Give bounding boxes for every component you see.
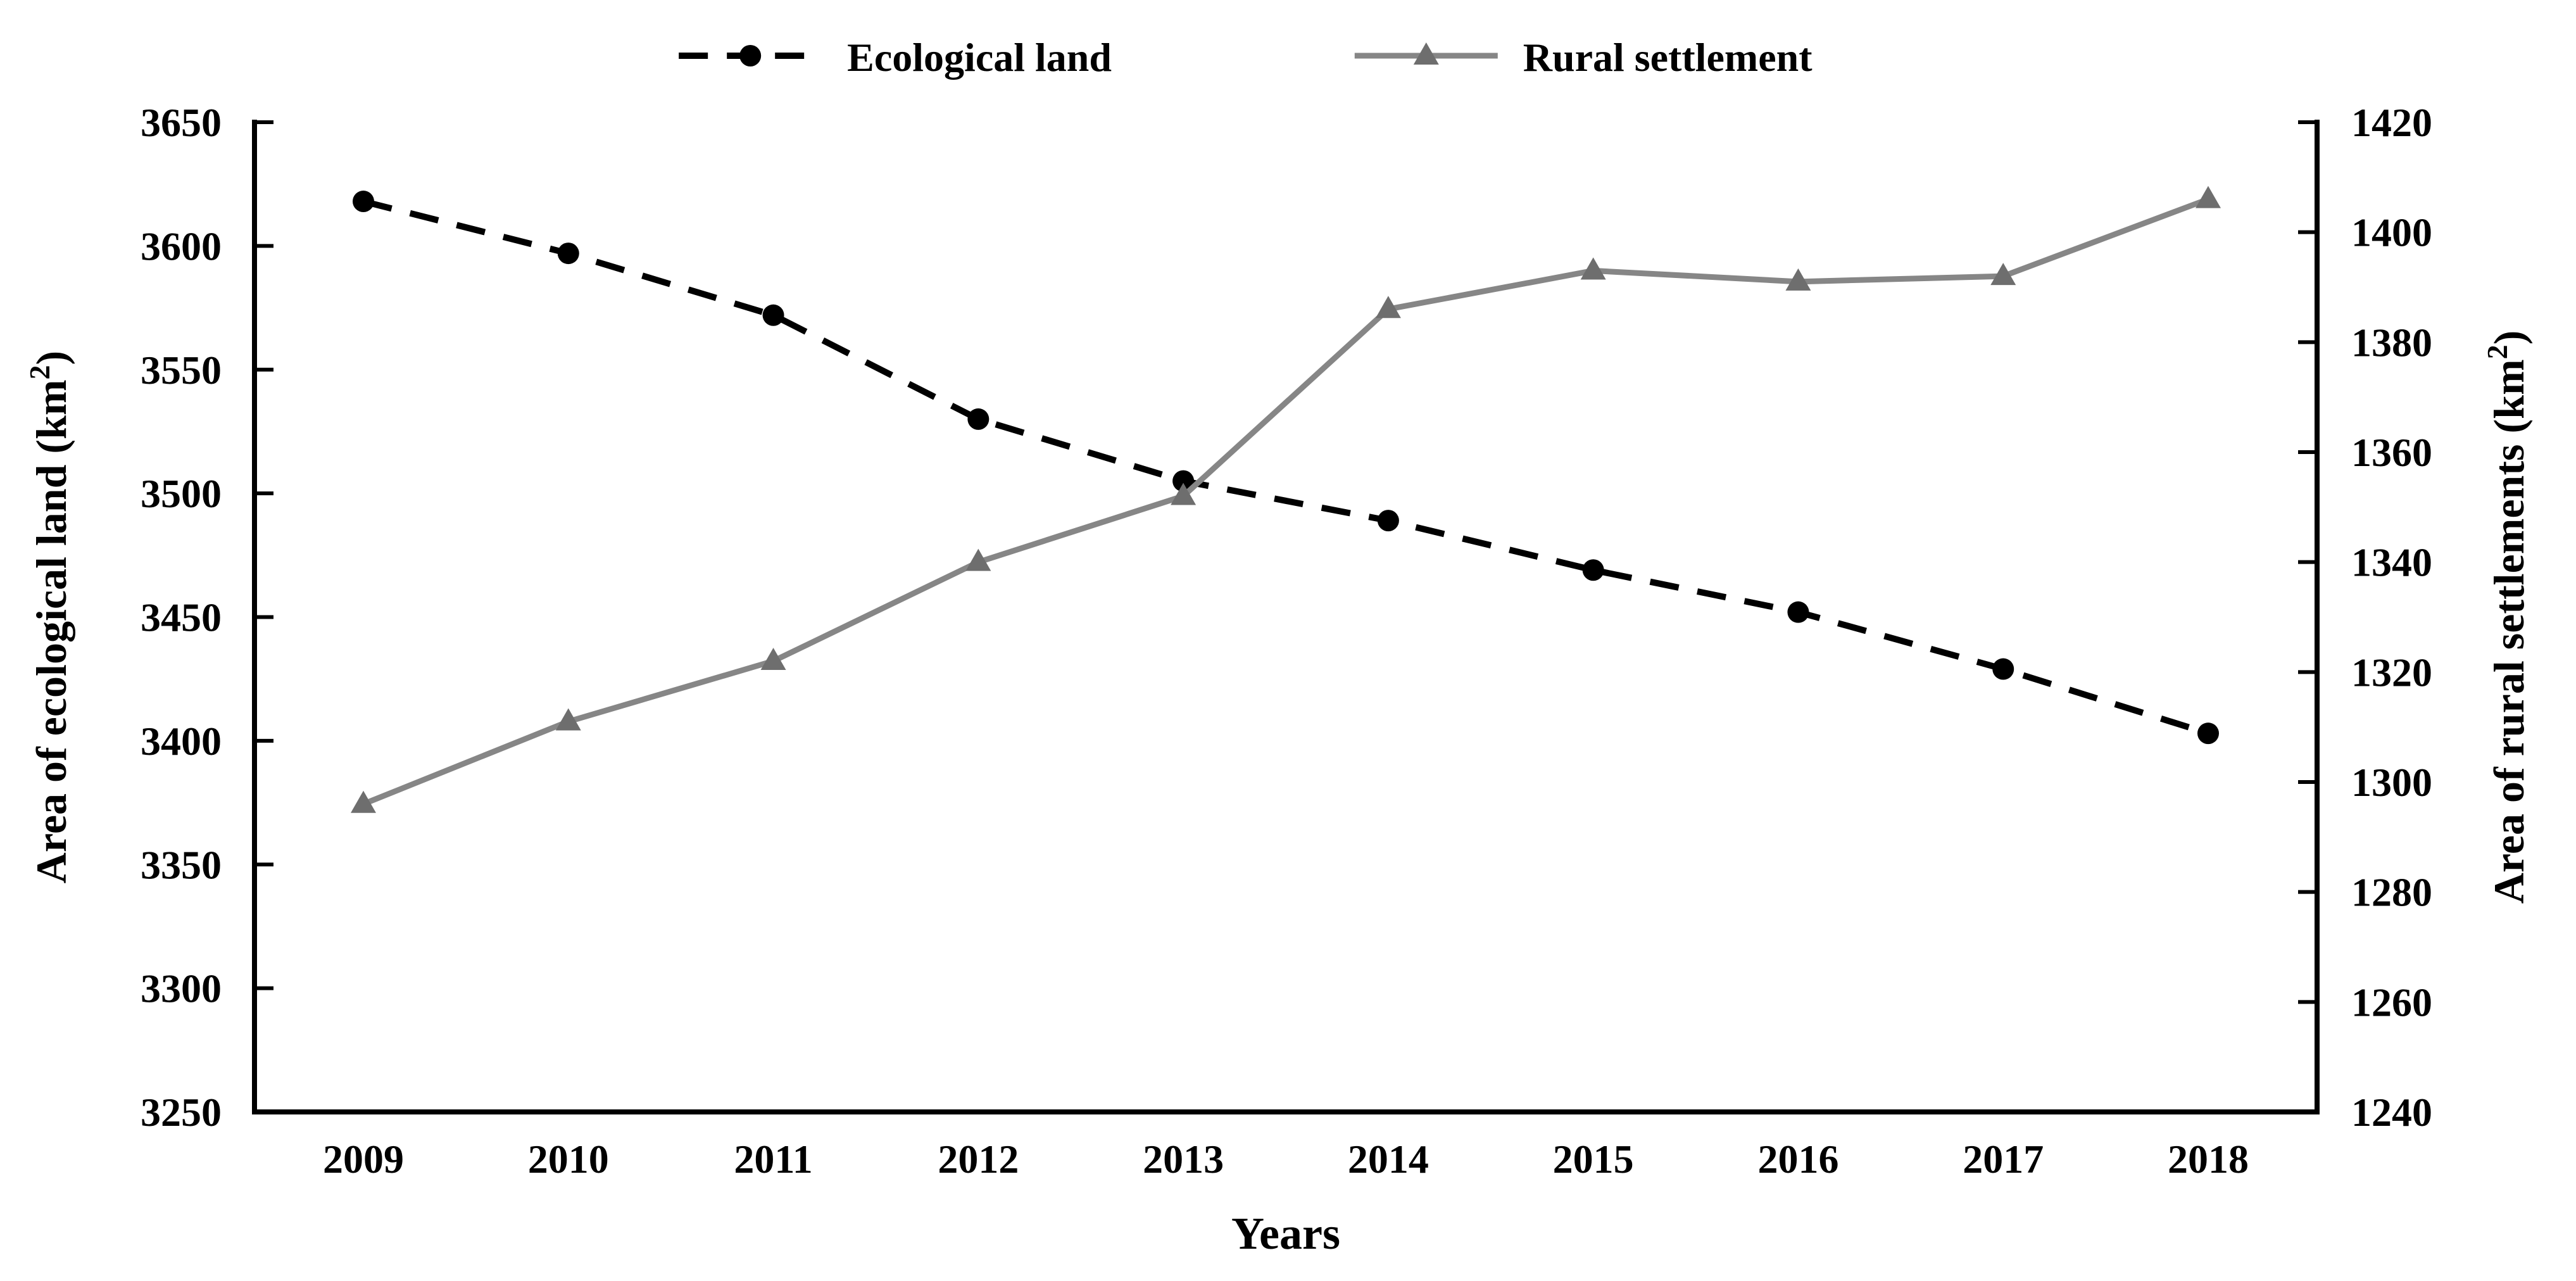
year-label: 2010	[528, 1137, 609, 1182]
right-axis-tick-label: 1400	[2351, 210, 2432, 255]
year-label: 2015	[1553, 1137, 1634, 1182]
left-axis-tick-label: 3300	[141, 966, 222, 1011]
data-point-marker	[1171, 483, 1197, 505]
right-axis: 1420 1400 1380 1360 1340 1320 1300 1280 1260 1240	[2298, 100, 2432, 1135]
legend: Ecological land Rural settlement	[679, 35, 1813, 80]
right-axis-tick-label: 1240	[2351, 1090, 2432, 1135]
year-label: 2014	[1348, 1137, 1429, 1182]
legend-item: Rural settlement	[1354, 35, 1813, 80]
data-point-marker	[1580, 257, 1606, 280]
data-point-marker	[1992, 658, 2014, 680]
left-axis-tick-label: 3550	[141, 348, 222, 393]
data-point-marker	[1375, 296, 1401, 319]
series-rural-settlement	[351, 186, 2221, 813]
data-point-marker	[1413, 42, 1439, 65]
data-point-marker	[2196, 186, 2221, 208]
data-point-marker	[1785, 268, 1811, 291]
right-axis-tick-label: 1420	[2351, 100, 2432, 145]
series-line	[362, 198, 2209, 736]
legend-label: Ecological land	[847, 35, 1112, 80]
data-point-marker	[1787, 601, 1809, 623]
data-point-marker	[1377, 510, 1399, 532]
right-axis-tick-label: 1340	[2351, 540, 2432, 585]
left-axis-tick-label: 3250	[141, 1090, 222, 1135]
left-axis-tick-label: 3350	[141, 842, 222, 887]
left-axis-tick-label: 3400	[141, 719, 222, 764]
data-point-marker	[965, 548, 991, 571]
right-axis-tick-label: 1380	[2351, 320, 2432, 365]
year-label: 2017	[1963, 1137, 2044, 1182]
data-point-marker	[1172, 470, 1195, 492]
data-point-marker	[2197, 723, 2219, 745]
data-point-marker	[1582, 559, 1604, 581]
year-label: 2018	[2168, 1137, 2249, 1182]
left-axis-title: Area of ecological land (km2)	[23, 351, 75, 883]
year-label: 2009	[323, 1137, 404, 1182]
data-point-marker	[967, 408, 990, 430]
data-point-marker	[1990, 263, 2016, 286]
right-axis-tick-label: 1320	[2351, 650, 2432, 695]
legend-label: Rural settlement	[1523, 35, 1813, 80]
right-axis-title: Area of rural settlements (km2)	[2481, 331, 2533, 904]
data-point-marker	[739, 45, 762, 66]
year-label: 2011	[734, 1137, 812, 1182]
left-axis-tick-label: 3650	[141, 100, 222, 145]
year-label: 2016	[1757, 1137, 1838, 1182]
right-axis-tick-label: 1260	[2351, 980, 2432, 1025]
data-point-marker	[353, 191, 374, 213]
legend-item: Ecological land	[679, 35, 1112, 80]
data-point-marker	[762, 304, 784, 326]
data-point-marker	[351, 790, 376, 813]
x-axis: 2009 2010 2011 2012 2013 2014 2015 2016 2017 2018…	[323, 1137, 2249, 1259]
data-point-marker	[557, 243, 579, 265]
left-axis-tick-label: 3500	[141, 471, 222, 516]
data-point-marker	[555, 708, 581, 731]
data-point-marker	[760, 647, 786, 670]
series-ecological-land	[353, 191, 2219, 745]
right-axis-tick-label: 1300	[2351, 760, 2432, 805]
year-label: 2012	[938, 1137, 1019, 1182]
left-axis-tick-label: 3600	[141, 224, 222, 268]
right-axis-tick-label: 1280	[2351, 870, 2432, 915]
year-label: 2013	[1143, 1137, 1224, 1182]
right-axis-tick-label: 1360	[2351, 430, 2432, 475]
series-line	[362, 196, 2209, 807]
left-axis-tick-label: 3450	[141, 595, 222, 640]
left-axis: 3650 3600 3550 3500 3450 3400 3350 3300 3250	[141, 100, 273, 1135]
x-axis-title: Years	[1231, 1208, 1340, 1259]
